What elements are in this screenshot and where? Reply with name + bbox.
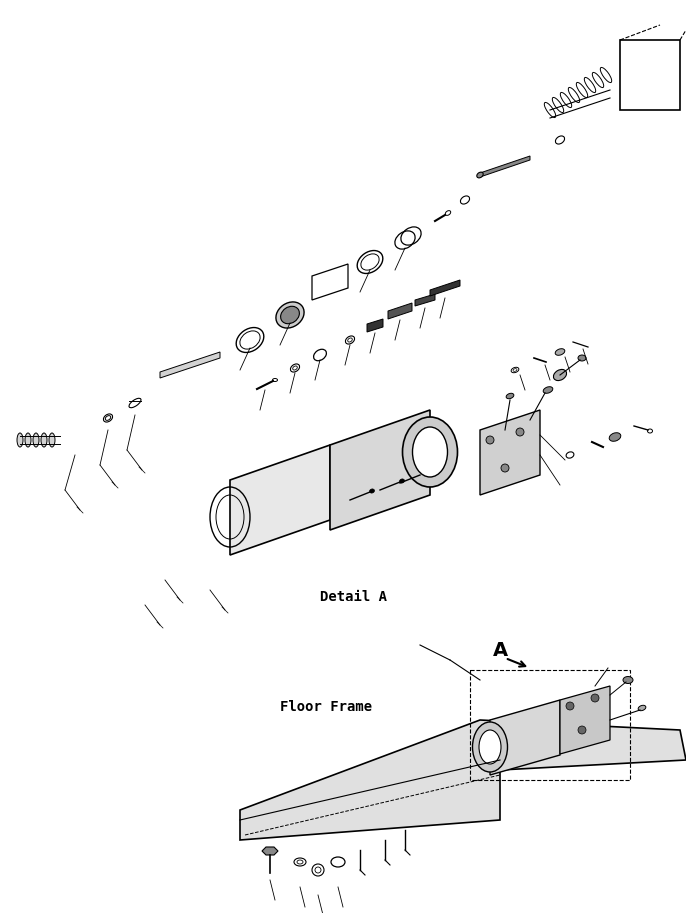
Polygon shape xyxy=(330,410,430,530)
Polygon shape xyxy=(160,352,220,378)
Polygon shape xyxy=(262,847,278,855)
Ellipse shape xyxy=(41,433,47,447)
Ellipse shape xyxy=(638,705,646,710)
Polygon shape xyxy=(430,280,460,296)
Ellipse shape xyxy=(623,677,633,684)
Polygon shape xyxy=(490,700,560,775)
Polygon shape xyxy=(240,720,686,840)
Polygon shape xyxy=(415,294,435,306)
Ellipse shape xyxy=(25,433,31,447)
Bar xyxy=(470,670,630,780)
Circle shape xyxy=(591,694,599,702)
Ellipse shape xyxy=(609,433,621,441)
Circle shape xyxy=(566,702,574,710)
Polygon shape xyxy=(367,319,383,332)
Polygon shape xyxy=(560,686,610,754)
Ellipse shape xyxy=(554,370,567,381)
Ellipse shape xyxy=(49,433,55,447)
Polygon shape xyxy=(480,156,530,177)
Ellipse shape xyxy=(412,427,447,477)
Circle shape xyxy=(516,428,524,436)
Ellipse shape xyxy=(555,349,565,355)
Ellipse shape xyxy=(370,489,375,493)
Ellipse shape xyxy=(281,306,299,324)
Ellipse shape xyxy=(17,433,23,447)
Ellipse shape xyxy=(473,722,508,772)
Polygon shape xyxy=(388,303,412,319)
Ellipse shape xyxy=(420,472,425,476)
Text: Floor Frame: Floor Frame xyxy=(280,700,372,714)
Polygon shape xyxy=(230,445,330,555)
Ellipse shape xyxy=(276,302,304,328)
Ellipse shape xyxy=(33,433,39,447)
Text: Detail A: Detail A xyxy=(320,590,387,604)
Ellipse shape xyxy=(399,479,405,483)
Circle shape xyxy=(501,464,509,472)
Ellipse shape xyxy=(105,415,110,420)
Ellipse shape xyxy=(578,355,586,361)
Text: A: A xyxy=(493,641,508,659)
Ellipse shape xyxy=(479,730,501,764)
Circle shape xyxy=(486,436,494,444)
Ellipse shape xyxy=(104,414,113,422)
Ellipse shape xyxy=(506,394,514,399)
Ellipse shape xyxy=(477,173,483,178)
Polygon shape xyxy=(480,410,540,495)
Circle shape xyxy=(578,726,586,734)
Ellipse shape xyxy=(403,417,458,487)
Ellipse shape xyxy=(543,387,553,394)
